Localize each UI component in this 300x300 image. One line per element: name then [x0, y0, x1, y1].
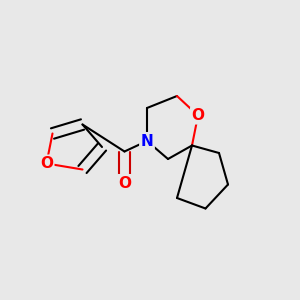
Text: N: N — [141, 134, 153, 148]
Text: O: O — [191, 108, 205, 123]
Text: O: O — [40, 156, 53, 171]
Text: O: O — [118, 176, 131, 190]
